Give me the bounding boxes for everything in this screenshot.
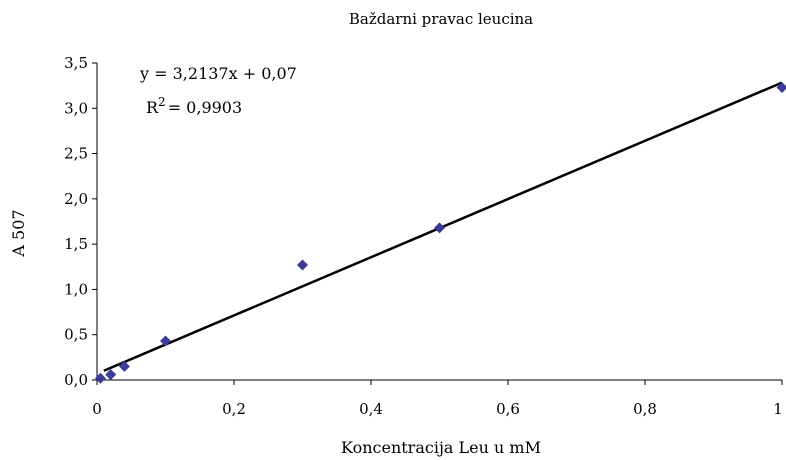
r-squared-label: R2 = 0,9903 (146, 95, 242, 117)
x-tick-label: 0,6 (496, 400, 520, 418)
y-tick-label: 3,5 (64, 54, 88, 72)
data-point (118, 360, 130, 372)
data-point (160, 335, 171, 347)
x-axis-title: Koncentracija Leu u mM (341, 438, 541, 457)
y-tick-label: 2,5 (64, 145, 88, 163)
x-tick-label: 0,2 (222, 400, 246, 418)
y-tick-label: 1,5 (64, 235, 88, 253)
chart-title: Baždarni pravac leucina (349, 10, 533, 28)
y-tick-label: 3,0 (64, 99, 88, 117)
data-point (94, 372, 106, 384)
y-axis-title: A 507 (9, 209, 28, 257)
data-point (434, 222, 445, 234)
data-point (105, 369, 117, 381)
x-tick-label: 0,4 (359, 400, 383, 418)
y-tick-label: 0,5 (64, 326, 88, 344)
x-tick-label: 0 (92, 400, 102, 418)
data-point (776, 81, 786, 93)
x-tick-label: 1 (773, 400, 783, 418)
data-point (297, 259, 308, 271)
trendline-equation: y = 3,2137x + 0,07 (139, 64, 297, 83)
y-tick-label: 1,0 (64, 280, 88, 298)
x-tick-label: 0,8 (633, 400, 657, 418)
y-tick-label: 0,0 (64, 371, 88, 389)
y-tick-label: 2,0 (64, 190, 88, 208)
